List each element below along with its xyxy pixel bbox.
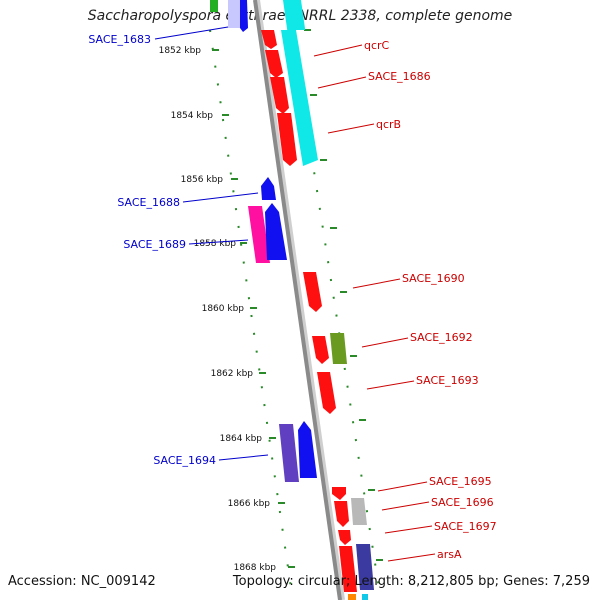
gene-sace-1696-red <box>334 501 349 527</box>
leader-line <box>377 481 428 492</box>
gene-sace-1694 <box>298 421 317 478</box>
gene-arsa-darkblue <box>356 544 374 590</box>
leader-line <box>154 26 229 40</box>
leader-line <box>361 337 409 348</box>
gene-label-sace-1697: SACE_1697 <box>434 520 497 533</box>
gene-sace-1695 <box>332 487 346 500</box>
genome-summary-text: Topology: circular; Length: 8,212,805 bp… <box>232 574 590 589</box>
gene-label-sace-1692: SACE_1692 <box>410 331 473 344</box>
leader-line <box>313 44 363 57</box>
gene-top-cyan <box>283 0 306 30</box>
gene-arsa-red <box>339 546 357 592</box>
gene-top-green <box>210 0 218 12</box>
gene-label-sace-1686: SACE_1686 <box>368 70 431 83</box>
gene-qcrb-a <box>270 77 289 114</box>
gene-qcrb-b <box>277 113 297 166</box>
ruler-label: 1852 kbp <box>159 46 202 56</box>
leader-line <box>381 501 430 511</box>
accession-text: Accession: NC_009142 <box>8 574 156 589</box>
leader-line <box>327 123 375 134</box>
gene-sace-1690 <box>303 272 322 312</box>
leader-line <box>218 454 269 461</box>
gene-qcrc <box>261 30 277 49</box>
gene-label-sace-1690: SACE_1690 <box>402 272 465 285</box>
leader-line <box>366 380 415 390</box>
gene-bottom-cyan <box>362 594 368 600</box>
ruler-label: 1866 kbp <box>228 499 271 509</box>
gene-sace-1689 <box>265 203 287 260</box>
gene-sace-1689-magenta <box>248 206 270 263</box>
gene-cyan-long <box>281 30 318 166</box>
gene-sace-1694-purple <box>279 424 299 482</box>
ruler-label: 1856 kbp <box>181 175 224 185</box>
leader-line <box>188 239 249 245</box>
gene-label-sace-1695: SACE_1695 <box>429 475 492 488</box>
leader-line <box>387 553 436 562</box>
ruler-label: 1862 kbp <box>211 369 254 379</box>
leader-line <box>384 525 433 534</box>
gene-sace-1693 <box>317 372 336 414</box>
gene-sace-1697 <box>338 530 351 545</box>
gene-label-arsa: arsA <box>437 548 462 561</box>
gene-top-lightblue <box>228 0 242 28</box>
gene-label-qcrb: qcrB <box>376 118 401 131</box>
gene-sace-1696-grey <box>351 498 367 525</box>
gene-label-sace-1696: SACE_1696 <box>431 496 494 509</box>
ruler-label: 1864 kbp <box>220 434 263 444</box>
gene-sace-1686 <box>265 50 283 78</box>
ruler-label: 1868 kbp <box>234 563 277 573</box>
gene-label-sace-1693: SACE_1693 <box>416 374 479 387</box>
gene-label-sace-1683: SACE_1683 <box>88 33 151 46</box>
gene-sace-1688 <box>261 177 276 200</box>
backbone <box>253 0 342 600</box>
gene-label-sace-1689: SACE_1689 <box>123 238 186 251</box>
gene-sace-1692-olive <box>330 333 347 364</box>
ruler-label: 1854 kbp <box>171 111 214 121</box>
gene-label-sace-1694: SACE_1694 <box>153 454 216 467</box>
leader-line <box>182 192 259 203</box>
ruler-label: 1860 kbp <box>202 304 245 314</box>
gene-label-qcrc: qcrC <box>364 39 390 52</box>
gene-sace-1692-red <box>312 336 329 364</box>
leader-line <box>317 76 367 89</box>
gene-label-sace-1688: SACE_1688 <box>117 196 180 209</box>
gene-sace-1683 <box>240 0 248 32</box>
leader-line <box>352 278 401 289</box>
gene-bottom-orange <box>348 594 356 600</box>
ruler-label: 1858 kbp <box>194 239 237 249</box>
